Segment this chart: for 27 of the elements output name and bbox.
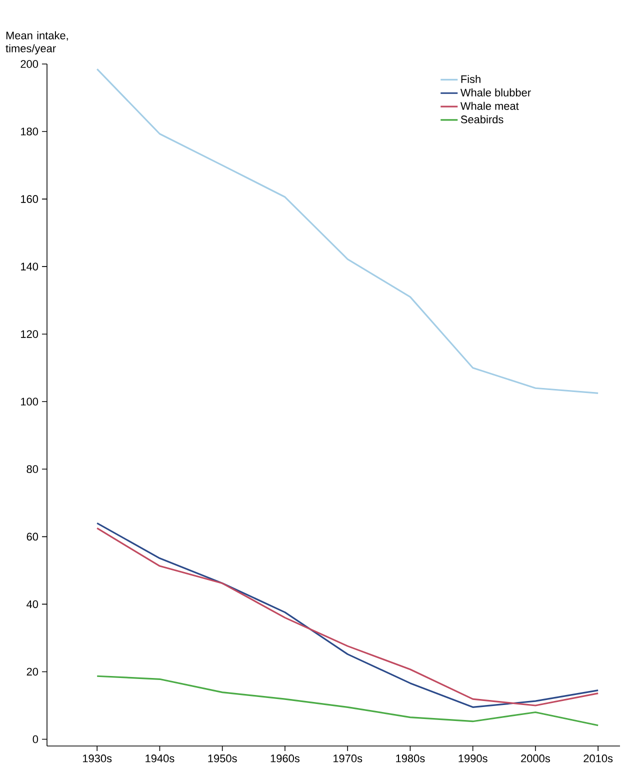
- y-tick-label: 80: [26, 465, 38, 474]
- legend-label: Seabirds: [460, 115, 504, 124]
- x-tick-label: 1970s: [333, 754, 362, 762]
- y-tick-label: 0: [32, 735, 38, 744]
- y-tick-label: 100: [21, 398, 38, 406]
- y-axis-title: Mean intake, times/year: [6, 31, 68, 54]
- line-series: [96, 68, 599, 394]
- y-tick-label: 140: [21, 262, 38, 270]
- legend-label: Fish: [461, 74, 480, 84]
- y-tick-label: 60: [26, 532, 38, 541]
- x-tick-label: 1980s: [396, 754, 425, 762]
- x-tick-label: 1960s: [270, 754, 300, 762]
- x-tick-label: 2000s: [521, 754, 550, 762]
- y-tick-label: 120: [21, 330, 38, 338]
- legend-label: Whale meat: [460, 102, 519, 110]
- x-tick-label: 1990s: [458, 754, 488, 762]
- x-tick-label: 2010s: [584, 754, 613, 762]
- x-tick-label: 1950s: [208, 754, 237, 762]
- x-tick-label: 1940s: [146, 754, 174, 762]
- y-tick-label: 20: [26, 668, 38, 676]
- y-tick-label: 200: [20, 60, 38, 68]
- legend-label: Whale blubber: [460, 88, 531, 96]
- y-tick-label: 160: [21, 195, 38, 203]
- x-tick-label: 1930s: [82, 754, 112, 762]
- y-tick-label: 40: [26, 600, 38, 608]
- line-series: [96, 675, 599, 726]
- y-tick-label: 180: [21, 128, 38, 136]
